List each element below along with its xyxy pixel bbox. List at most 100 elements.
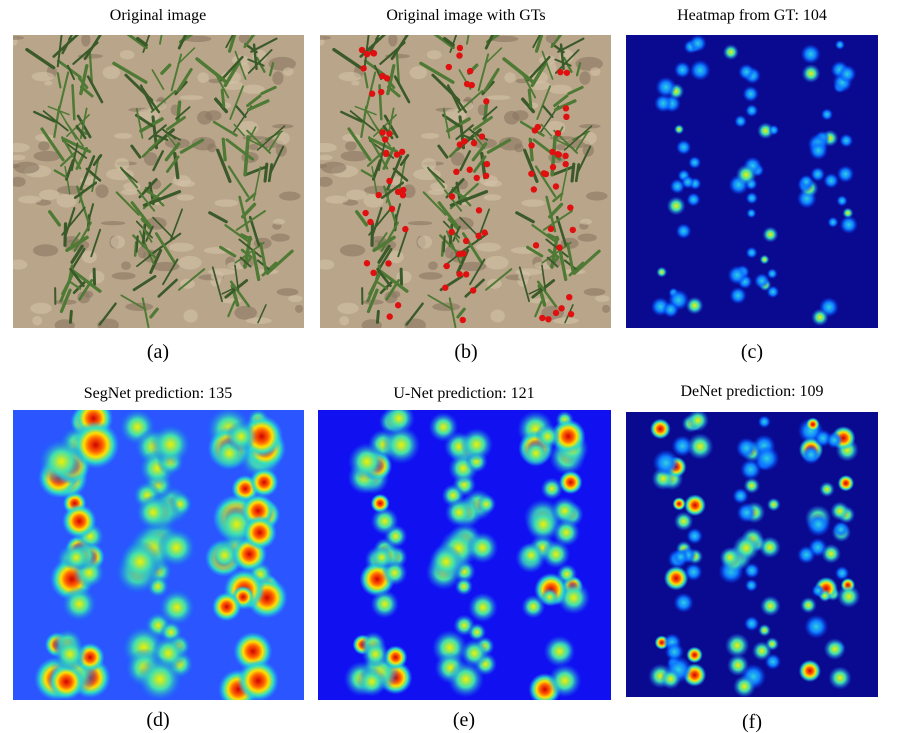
heat-blob xyxy=(684,494,706,516)
heat-blob xyxy=(744,616,759,631)
heat-blob xyxy=(723,44,739,60)
gt-dot xyxy=(369,91,375,97)
gt-dot xyxy=(476,207,482,213)
heat-blob xyxy=(237,660,279,702)
gt-dot xyxy=(362,210,368,216)
panel-title: U-Net prediction: 121 xyxy=(393,385,534,402)
heat-blob xyxy=(746,192,758,204)
heat-blob xyxy=(552,519,580,547)
heat-blob xyxy=(521,595,545,619)
gt-dot xyxy=(387,313,393,319)
heat-blob xyxy=(468,593,498,623)
gt-dot xyxy=(557,69,563,75)
gt-dot xyxy=(555,130,561,136)
gt-dot xyxy=(402,226,408,232)
soil-patch xyxy=(578,233,597,241)
grass-blade xyxy=(372,224,373,245)
heat-blob xyxy=(119,540,162,583)
soil-patch xyxy=(428,189,445,195)
soil-patch xyxy=(318,155,332,161)
heat-blob xyxy=(687,409,709,431)
heat-blob xyxy=(759,255,769,265)
soil-patch xyxy=(490,309,504,322)
heat-blob xyxy=(799,660,821,682)
soil-patch xyxy=(103,66,120,79)
heat-blob xyxy=(758,415,771,428)
soil-patch xyxy=(32,72,55,81)
heat-blob xyxy=(719,547,740,568)
heat-blob xyxy=(665,642,684,661)
soil-patch xyxy=(169,243,194,252)
heat-blob xyxy=(811,309,829,327)
heat-blob xyxy=(664,566,689,591)
gt-dot xyxy=(379,129,385,135)
heat-blob xyxy=(738,64,754,80)
soil-patch xyxy=(4,143,30,152)
grass-blade xyxy=(70,311,71,322)
heat-blob xyxy=(754,273,769,288)
soil-patch xyxy=(95,184,108,198)
heat-blob xyxy=(687,528,703,544)
gt-dot xyxy=(367,219,373,225)
heat-blob xyxy=(833,521,849,537)
gt-dot xyxy=(375,192,381,198)
soil-patch xyxy=(136,109,159,123)
soil-patch xyxy=(211,271,223,281)
soil-patch xyxy=(512,110,528,121)
gt-dot xyxy=(535,124,541,130)
heat-blob xyxy=(667,196,686,215)
heat-blob xyxy=(729,287,746,304)
heat-blob xyxy=(745,579,758,592)
soil-patch xyxy=(214,199,238,206)
soil-patch xyxy=(388,33,397,46)
gt-dot xyxy=(371,50,377,56)
gt-dot xyxy=(558,305,564,311)
heat-blob xyxy=(370,546,393,569)
heat-blob xyxy=(650,419,671,440)
grass-blade xyxy=(377,311,378,322)
heat-blob xyxy=(806,418,820,432)
gt-dot xyxy=(483,173,489,179)
soil-patch xyxy=(586,192,608,201)
soil-patch xyxy=(602,305,610,313)
heat-blob xyxy=(837,585,860,608)
soil-patch xyxy=(121,189,138,195)
gt-dot xyxy=(471,140,477,146)
soil-patch xyxy=(590,67,601,76)
soil-patch xyxy=(197,72,208,83)
soil-patch xyxy=(389,251,404,264)
heat-blob xyxy=(242,515,276,549)
gt-dot xyxy=(528,142,534,148)
gt-dot xyxy=(460,317,466,323)
soil-patch xyxy=(125,303,153,311)
soil-patch xyxy=(595,295,609,302)
heat-blob xyxy=(826,432,843,449)
soil-patch xyxy=(33,244,58,256)
heat-blob xyxy=(837,195,848,206)
gt-dot xyxy=(442,285,448,291)
heat-blob xyxy=(828,666,851,689)
heat-blob xyxy=(838,65,856,83)
heat-blob xyxy=(734,115,746,127)
soil-patch xyxy=(178,256,201,270)
panel-caption: (b) xyxy=(454,341,477,363)
gt-dot xyxy=(539,315,545,321)
gt-dot xyxy=(453,169,459,175)
soil-patch xyxy=(120,50,135,59)
soil-patch xyxy=(6,36,24,40)
heat-blob xyxy=(837,165,854,182)
grass-blade xyxy=(223,139,225,160)
panel-title: Original image xyxy=(110,7,206,24)
heat-blob xyxy=(760,596,781,617)
soil-patch xyxy=(30,303,51,314)
heat-blob xyxy=(466,532,498,564)
soil-patch xyxy=(580,219,592,225)
heat-blob xyxy=(737,503,757,523)
heat-blob xyxy=(759,536,781,558)
soil-patch xyxy=(32,316,42,325)
grass-blade xyxy=(529,90,531,106)
soil-patch xyxy=(428,261,438,270)
grass-blade xyxy=(73,85,75,119)
panel-caption: (c) xyxy=(741,341,763,363)
grass-blade xyxy=(572,164,574,181)
